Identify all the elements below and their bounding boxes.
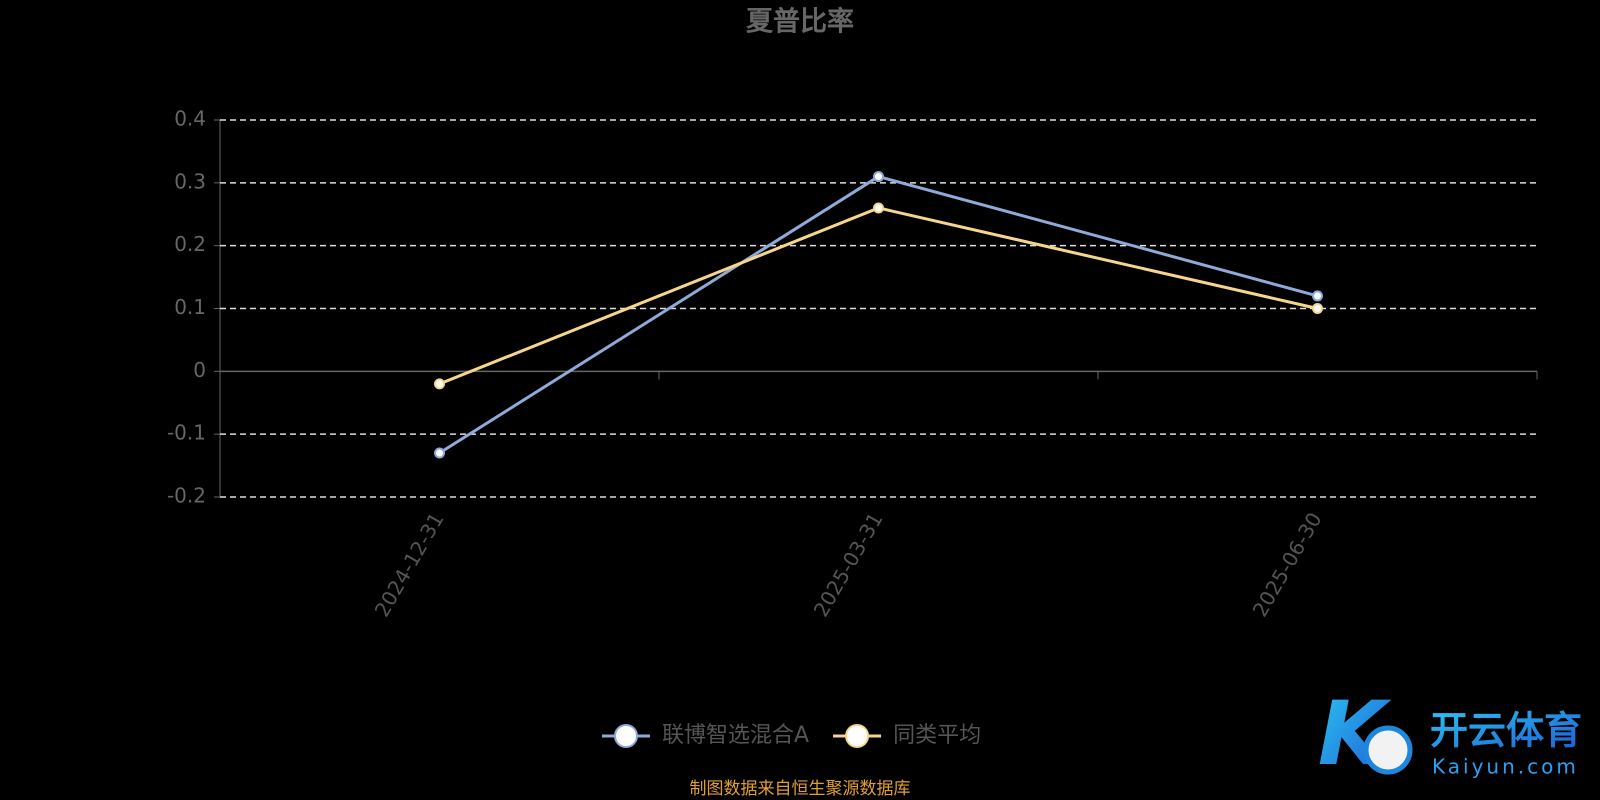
legend-label: 联博智选混合A [662, 723, 809, 748]
watermark: K 开云体育 Kaiyun.com [1318, 682, 1582, 785]
data-point [434, 447, 445, 459]
y-tick-label: 0.3 [174, 169, 206, 193]
data-point [434, 378, 445, 390]
watermark-site: Kaiyun.com [1432, 755, 1579, 779]
legend-marker [614, 724, 638, 748]
legend-label: 同类平均 [893, 723, 981, 748]
footer: 制图数据来自恒生聚源数据库 [690, 779, 911, 799]
legend-marker [845, 724, 870, 748]
data-point [873, 202, 884, 214]
legend-item: 联博智选混合A [602, 723, 809, 748]
data-point [873, 171, 884, 183]
y-tick-label: 0 [193, 358, 206, 382]
data-point [1312, 303, 1323, 314]
watermark-ball [1363, 725, 1413, 775]
y-tick-label: -0.2 [167, 484, 206, 508]
data-point [1312, 290, 1323, 302]
y-tick-label: -0.1 [167, 421, 206, 445]
watermark-brand: 开云体育 [1430, 709, 1582, 753]
legend-item: 同类平均 [833, 723, 981, 748]
y-tick-label: 0.1 [174, 295, 206, 319]
chart-title: 夏普比率 [746, 6, 854, 38]
y-tick-label: 0.4 [174, 107, 206, 131]
y-tick-label: 0.2 [174, 232, 206, 256]
